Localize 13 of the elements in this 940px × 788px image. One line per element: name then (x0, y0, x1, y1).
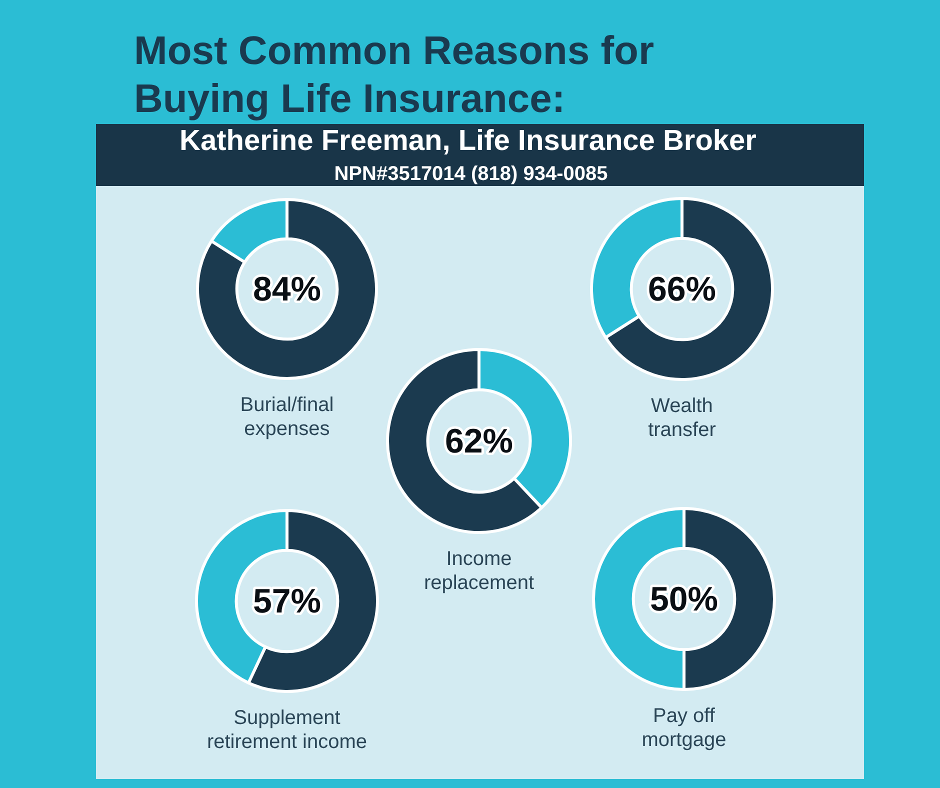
text: Supplement retirement income (206, 706, 368, 754)
text: NPN#3517014 (818) 934-0085 (333, 162, 609, 186)
data-label: 57% (252, 582, 322, 620)
text: Burial/final expenses (239, 393, 335, 441)
data-label: 84% (252, 270, 322, 308)
text: Pay off mortgage (640, 704, 728, 752)
text: Wealth transfer (647, 394, 717, 442)
text: Katherine Freeman, Life Insurance Broker (178, 124, 758, 158)
text: Income replacement (422, 547, 536, 595)
data-label: 62% (444, 422, 514, 460)
data-label: 66% (648, 270, 716, 308)
text: Most Common Reasons for Buying Life Insurance: (134, 28, 656, 123)
data-label: 50% (650, 580, 718, 618)
